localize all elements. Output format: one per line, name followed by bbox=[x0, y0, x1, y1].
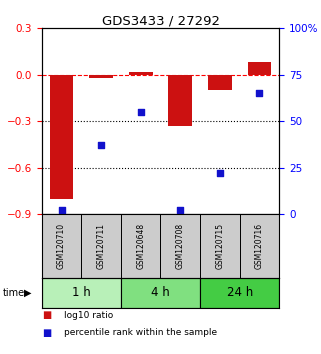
Text: ▶: ▶ bbox=[24, 288, 31, 298]
Point bbox=[59, 207, 64, 213]
Bar bbox=[208, 75, 232, 90]
Text: GSM120710: GSM120710 bbox=[57, 223, 66, 269]
Text: GSM120708: GSM120708 bbox=[176, 223, 185, 269]
Bar bbox=[200, 214, 240, 278]
Bar bbox=[247, 62, 271, 75]
Text: 1 h: 1 h bbox=[72, 286, 91, 299]
Bar bbox=[121, 278, 200, 308]
Text: percentile rank within the sample: percentile rank within the sample bbox=[64, 328, 217, 337]
Bar bbox=[42, 214, 81, 278]
Bar bbox=[160, 214, 200, 278]
Text: GSM120716: GSM120716 bbox=[255, 223, 264, 269]
Bar bbox=[50, 75, 74, 199]
Text: ■: ■ bbox=[42, 310, 51, 320]
Text: time: time bbox=[3, 288, 25, 298]
Title: GDS3433 / 27292: GDS3433 / 27292 bbox=[101, 14, 220, 27]
Point bbox=[217, 170, 222, 176]
Bar bbox=[89, 75, 113, 78]
Text: GSM120715: GSM120715 bbox=[215, 223, 224, 269]
Text: 4 h: 4 h bbox=[151, 286, 170, 299]
Text: log10 ratio: log10 ratio bbox=[64, 310, 113, 320]
Point bbox=[99, 143, 104, 148]
Point bbox=[257, 91, 262, 96]
Bar bbox=[42, 278, 121, 308]
Text: GSM120711: GSM120711 bbox=[97, 223, 106, 269]
Bar bbox=[129, 72, 152, 75]
Text: 24 h: 24 h bbox=[227, 286, 253, 299]
Bar bbox=[81, 214, 121, 278]
Point bbox=[138, 109, 143, 115]
Bar bbox=[200, 278, 279, 308]
Bar bbox=[169, 75, 192, 126]
Bar bbox=[240, 214, 279, 278]
Text: ■: ■ bbox=[42, 328, 51, 338]
Bar bbox=[121, 214, 160, 278]
Point bbox=[178, 207, 183, 213]
Text: GSM120648: GSM120648 bbox=[136, 223, 145, 269]
